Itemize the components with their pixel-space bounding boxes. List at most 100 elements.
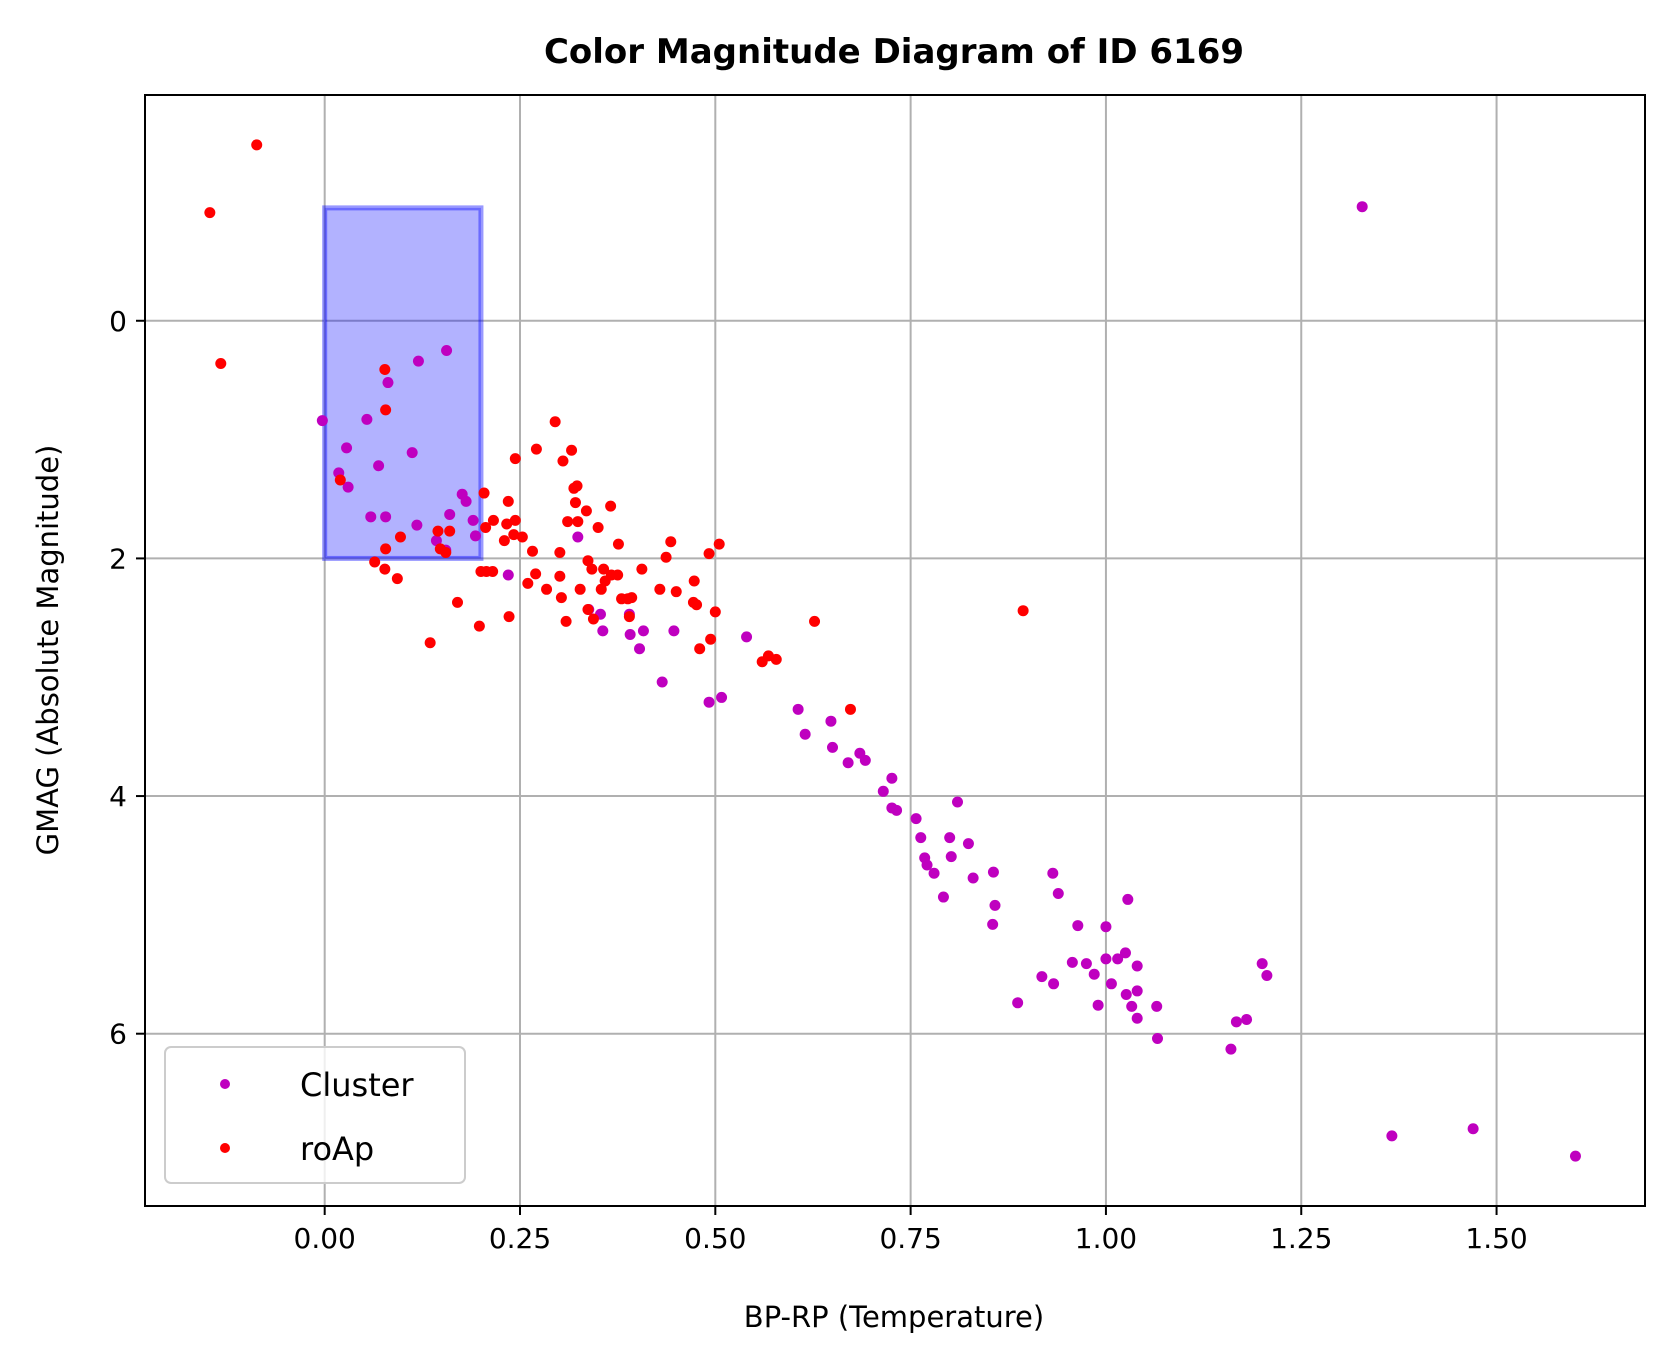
point-cluster-35 (792, 703, 804, 715)
point-cluster-37 (825, 715, 837, 727)
point-roap-67 (636, 563, 648, 575)
point-cluster-56 (967, 872, 979, 884)
point-cluster-18 (444, 508, 456, 520)
point-cluster-59 (987, 918, 999, 930)
point-roap-34 (530, 568, 542, 580)
point-cluster-89 (1467, 1123, 1479, 1135)
point-cluster-20 (430, 535, 442, 547)
grid (145, 95, 1645, 1206)
point-cluster-77 (1126, 1000, 1138, 1012)
point-roap-79 (713, 538, 725, 550)
series-cluster (316, 201, 1581, 1162)
y-tick-label-3: 6 (109, 1018, 127, 1051)
point-roap-66 (626, 592, 638, 604)
point-cluster-31 (656, 676, 668, 688)
point-roap-76 (703, 548, 715, 560)
point-cluster-74 (1119, 947, 1131, 959)
point-cluster-43 (886, 772, 898, 784)
point-roap-43 (562, 516, 574, 528)
point-roap-27 (502, 495, 514, 507)
point-roap-55 (592, 522, 604, 534)
y-axis-label: GMAG (Absolute Magnitude) (31, 445, 65, 856)
point-roap-8 (379, 563, 391, 575)
point-roap-36 (541, 583, 553, 595)
point-roap-31 (516, 531, 528, 543)
point-cluster-16 (467, 514, 479, 526)
y-tick-label-1: 2 (109, 542, 127, 575)
point-roap-85 (1017, 605, 1029, 617)
point-roap-48 (572, 516, 584, 528)
point-roap-74 (691, 599, 703, 611)
point-roap-57 (598, 563, 610, 575)
point-roap-0 (251, 139, 263, 151)
point-roap-10 (394, 531, 406, 543)
y-tick-label-2: 4 (109, 780, 127, 813)
point-cluster-46 (910, 813, 922, 825)
point-cluster-84 (1230, 1016, 1242, 1028)
point-roap-49 (574, 583, 586, 595)
x-tick-label-2: 0.50 (684, 1222, 746, 1255)
point-cluster-64 (1052, 887, 1064, 899)
point-cluster-38 (827, 741, 838, 753)
point-roap-2 (215, 358, 227, 370)
point-roap-62 (612, 538, 624, 550)
point-roap-51 (582, 555, 594, 567)
point-cluster-2 (412, 355, 424, 367)
point-roap-82 (770, 653, 782, 665)
point-cluster-52 (944, 832, 956, 844)
point-roap-50 (580, 505, 592, 517)
point-roap-22 (480, 522, 492, 534)
highlight-region (322, 205, 484, 561)
point-cluster-39 (842, 757, 854, 769)
point-roap-37 (549, 416, 561, 428)
point-cluster-13 (411, 519, 423, 531)
point-cluster-71 (1100, 921, 1112, 933)
x-tick-label-4: 1.00 (1075, 1222, 1137, 1255)
point-roap-17 (473, 620, 485, 632)
point-cluster-51 (937, 891, 949, 903)
point-cluster-4 (316, 415, 328, 427)
point-cluster-3 (382, 377, 394, 389)
point-roap-6 (369, 556, 381, 568)
point-roap-7 (380, 543, 392, 555)
point-roap-24 (498, 535, 510, 547)
point-cluster-54 (952, 796, 963, 808)
point-roap-32 (522, 577, 534, 589)
point-cluster-25 (597, 625, 609, 637)
point-cluster-58 (989, 899, 1001, 911)
point-cluster-30 (668, 625, 680, 637)
point-roap-16 (452, 596, 463, 608)
point-roap-65 (623, 611, 635, 623)
point-cluster-63 (1047, 867, 1059, 879)
point-roap-73 (688, 575, 700, 587)
point-cluster-70 (1100, 953, 1112, 965)
point-roap-47 (571, 480, 583, 492)
point-cluster-87 (1261, 969, 1273, 981)
point-cluster-83 (1225, 1043, 1237, 1055)
x-axis-label: BP-RP (Temperature) (744, 1300, 1044, 1334)
point-roap-71 (670, 586, 682, 598)
point-roap-14 (440, 546, 452, 558)
point-roap-53 (586, 563, 598, 575)
point-roap-69 (660, 551, 672, 563)
point-roap-23 (487, 514, 499, 526)
point-cluster-86 (1256, 958, 1268, 970)
point-roap-12 (432, 525, 444, 537)
point-cluster-29 (634, 643, 646, 655)
point-cluster-90 (1569, 1150, 1581, 1162)
point-roap-20 (487, 565, 499, 577)
point-roap-42 (560, 615, 572, 627)
point-roap-52 (582, 604, 594, 616)
point-cluster-47 (915, 832, 927, 844)
point-roap-39 (554, 570, 566, 582)
point-roap-26 (503, 611, 515, 623)
point-roap-9 (391, 573, 403, 585)
point-cluster-41 (859, 754, 871, 766)
point-roap-46 (569, 497, 581, 509)
point-cluster-69 (1092, 999, 1104, 1011)
point-roap-33 (527, 545, 538, 557)
point-roap-77 (705, 633, 717, 645)
legend-label-cluster: Cluster (300, 1066, 414, 1104)
point-roap-35 (530, 443, 542, 455)
